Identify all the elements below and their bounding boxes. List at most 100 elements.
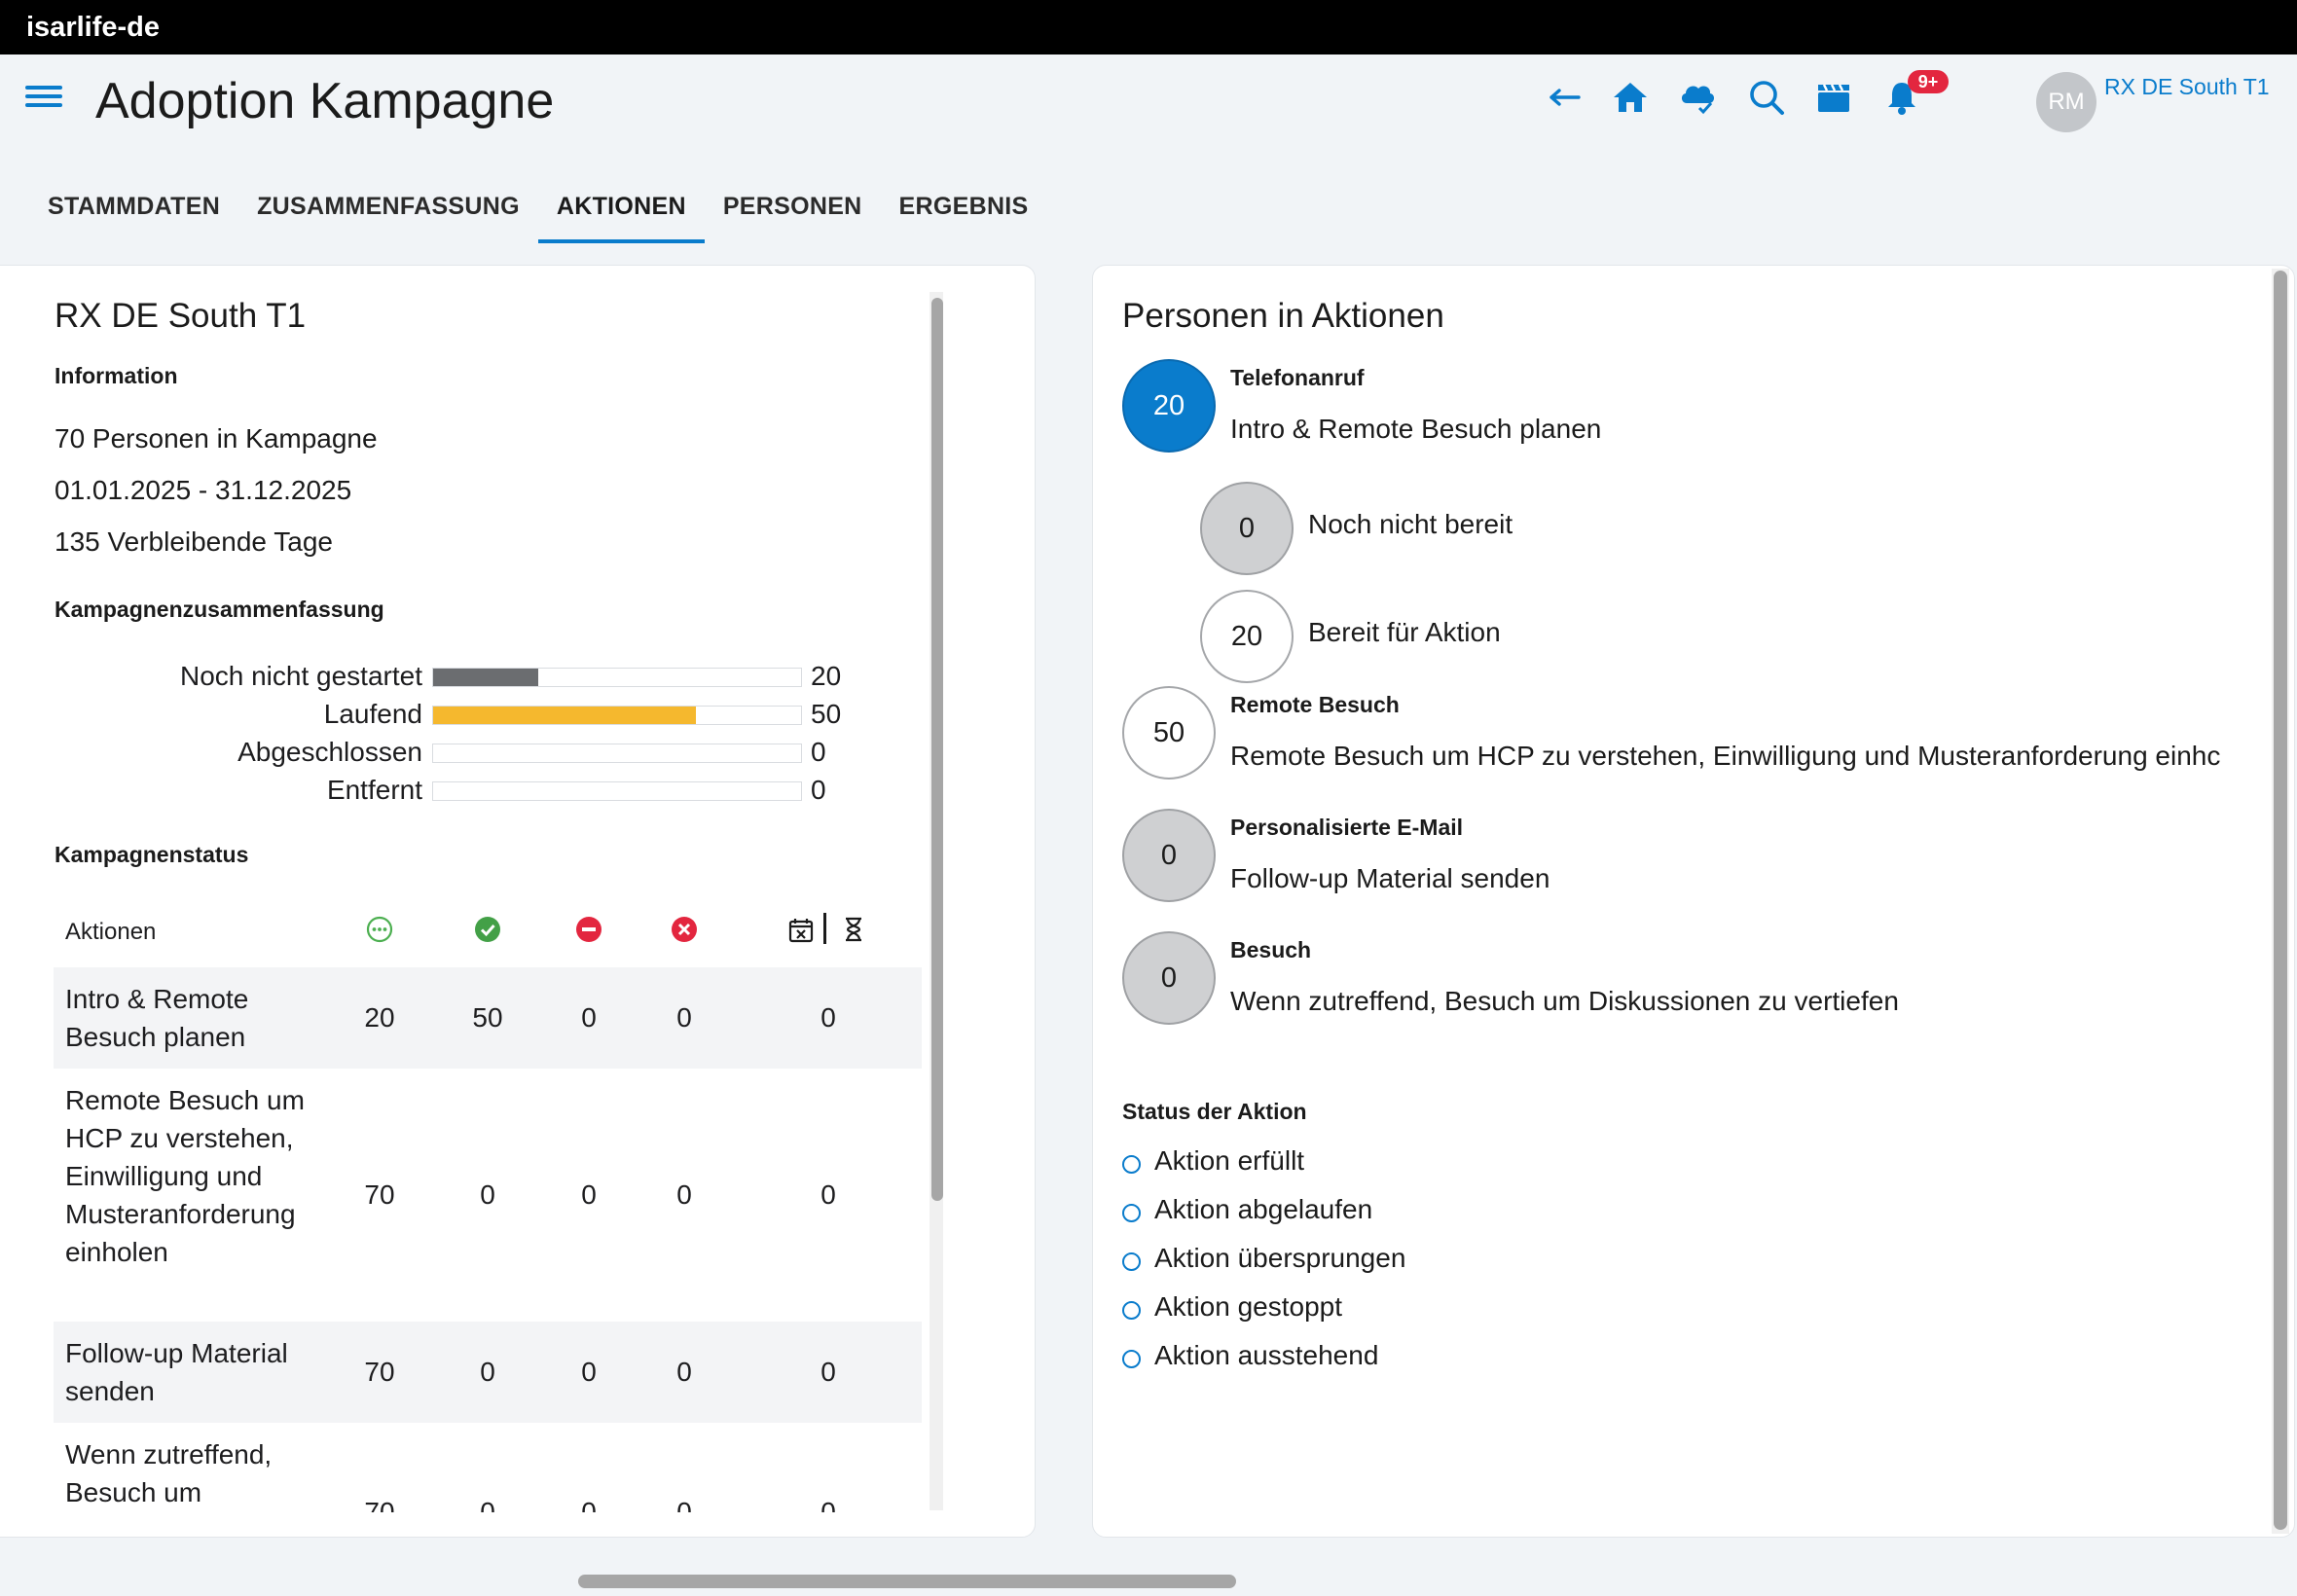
table-cell: 0 bbox=[820, 1357, 836, 1387]
tab-bar: STAMMDATEN ZUSAMMENFASSUNG AKTIONEN PERS… bbox=[29, 181, 1047, 243]
summary-bar-fill bbox=[433, 669, 538, 686]
summary-label: Noch nicht gestartet bbox=[179, 661, 422, 691]
info-date-range: 01.01.2025 - 31.12.2025 bbox=[55, 475, 352, 505]
table-cell-action: Intro & Remote Besuch planen bbox=[65, 984, 249, 1052]
clapperboard-icon[interactable] bbox=[1812, 76, 1855, 119]
summary-label: Abgeschlossen bbox=[237, 737, 422, 767]
table-cell: 0 bbox=[676, 1002, 692, 1033]
summary-value: 0 bbox=[811, 737, 826, 767]
table-cell: 0 bbox=[676, 1357, 692, 1387]
table-cell: 20 bbox=[364, 1002, 395, 1033]
avatar[interactable]: RM bbox=[2036, 72, 2096, 132]
table-cell: 0 bbox=[581, 1497, 597, 1512]
summary-bar bbox=[432, 744, 802, 763]
table-cell: 0 bbox=[581, 1002, 597, 1033]
summary-row-running: Laufend 50 bbox=[0, 695, 857, 733]
status-dot-icon bbox=[1122, 1252, 1141, 1271]
action-type: Telefonanruf bbox=[1230, 365, 1365, 390]
status-legend-item: Aktion übersprungen bbox=[1154, 1243, 1406, 1273]
status-dot-icon bbox=[1122, 1301, 1141, 1320]
persons-in-actions-card: Personen in Aktionen 20 Telefonanruf Int… bbox=[1092, 265, 2295, 1538]
page-title: Adoption Kampagne bbox=[95, 73, 555, 129]
table-cell: 0 bbox=[676, 1497, 692, 1512]
action-count-circle[interactable]: 0 bbox=[1122, 809, 1216, 902]
column-header-actions: Aktionen bbox=[65, 919, 157, 945]
table-cell: 0 bbox=[581, 1357, 597, 1387]
campaign-status-table: Aktionen Intro & Remote Besuch planen 20… bbox=[54, 899, 922, 1512]
summary-row-completed: Abgeschlossen 0 bbox=[0, 733, 857, 771]
cloud-check-icon[interactable] bbox=[1676, 76, 1719, 119]
tab-aktionen[interactable]: AKTIONEN bbox=[537, 181, 705, 243]
action-type: Besuch bbox=[1230, 937, 1312, 962]
action-description: Remote Besuch um HCP zu verstehen, Einwi… bbox=[1230, 741, 2221, 771]
action-description: Follow-up Material senden bbox=[1230, 863, 1550, 893]
status-legend-item: Aktion abgelaufen bbox=[1154, 1194, 1373, 1224]
status-dot-icon bbox=[1122, 1204, 1141, 1222]
table-cell-action: Follow-up Material senden bbox=[65, 1338, 288, 1406]
table-row[interactable]: Intro & Remote Besuch planen 20 50 0 0 0 bbox=[54, 967, 922, 1069]
tab-ergebnis[interactable]: ERGEBNIS bbox=[898, 193, 1029, 220]
os-title-bar: isarlife-de bbox=[0, 0, 2297, 54]
hourglass-icon bbox=[839, 915, 868, 944]
horizontal-scrollbar-thumb[interactable] bbox=[578, 1575, 1236, 1588]
table-cell: 0 bbox=[480, 1357, 495, 1387]
summary-label: Entfernt bbox=[326, 775, 422, 805]
tab-stammdaten[interactable]: STAMMDATEN bbox=[48, 193, 221, 220]
summary-bar-fill bbox=[433, 707, 696, 724]
table-cell: 0 bbox=[581, 1179, 597, 1210]
bell-icon[interactable] bbox=[1880, 76, 1923, 119]
calendar-x-icon bbox=[786, 915, 816, 944]
summary-value: 50 bbox=[811, 699, 842, 729]
status-legend-item: Aktion gestoppt bbox=[1154, 1291, 1343, 1322]
table-row[interactable]: Follow-up Material senden 70 0 0 0 0 bbox=[54, 1322, 922, 1423]
card-title: RX DE South T1 bbox=[55, 297, 307, 335]
status-heading: Kampagnenstatus bbox=[55, 842, 249, 867]
table-header: Aktionen bbox=[54, 899, 922, 967]
action-count-circle[interactable]: 50 bbox=[1122, 686, 1216, 780]
table-cell: 0 bbox=[480, 1497, 495, 1512]
x-circle-icon bbox=[670, 915, 699, 944]
action-count-circle[interactable]: 0 bbox=[1122, 931, 1216, 1025]
status-dot-icon bbox=[1122, 1155, 1141, 1174]
notification-badge: 9+ bbox=[1908, 70, 1949, 93]
tab-personen[interactable]: PERSONEN bbox=[722, 193, 862, 220]
sub-status-count-circle[interactable]: 0 bbox=[1200, 482, 1294, 575]
check-circle-icon bbox=[473, 915, 502, 944]
back-arrow-icon[interactable] bbox=[1544, 76, 1586, 119]
sub-status-label: Noch nicht bereit bbox=[1308, 509, 1513, 539]
info-persons: 70 Personen in Kampagne bbox=[55, 423, 378, 453]
minus-circle-icon bbox=[574, 915, 603, 944]
table-cell: 0 bbox=[820, 1497, 836, 1512]
status-dot-icon bbox=[1122, 1350, 1141, 1368]
right-scrollbar-thumb[interactable] bbox=[2274, 271, 2287, 1530]
table-cell: 0 bbox=[820, 1002, 836, 1033]
info-remaining-days: 135 Verbleibende Tage bbox=[55, 526, 333, 557]
summary-value: 0 bbox=[811, 775, 826, 805]
user-name-link[interactable]: RX DE South T1 bbox=[2104, 74, 2270, 99]
search-icon[interactable] bbox=[1745, 76, 1788, 119]
table-row[interactable]: Remote Besuch um HCP zu verstehen, Einwi… bbox=[54, 1069, 922, 1322]
action-type: Remote Besuch bbox=[1230, 692, 1400, 717]
summary-bar bbox=[432, 706, 802, 725]
table-cell-action: Remote Besuch um HCP zu verstehen, Einwi… bbox=[65, 1085, 305, 1267]
left-scrollbar-thumb[interactable] bbox=[931, 298, 943, 1201]
information-heading: Information bbox=[55, 363, 178, 388]
table-row[interactable]: Wenn zutreffend, Besuch um 70 0 0 0 0 bbox=[54, 1423, 922, 1512]
summary-label: Laufend bbox=[323, 699, 422, 729]
summary-bar bbox=[432, 781, 802, 801]
table-cell: 70 bbox=[364, 1357, 395, 1387]
table-cell: 0 bbox=[676, 1179, 692, 1210]
tab-zusammenfassung[interactable]: ZUSAMMENFASSUNG bbox=[257, 193, 520, 220]
action-count-circle[interactable]: 20 bbox=[1122, 359, 1216, 453]
home-icon[interactable] bbox=[1609, 76, 1652, 119]
summary-row-not-started: Noch nicht gestartet 20 bbox=[0, 657, 857, 695]
table-cell: 70 bbox=[364, 1179, 395, 1210]
summary-heading: Kampagnenzusammenfassung bbox=[55, 597, 384, 622]
sub-status-count-circle[interactable]: 20 bbox=[1200, 590, 1294, 683]
menu-icon[interactable] bbox=[25, 83, 62, 110]
action-description: Wenn zutreffend, Besuch um Diskussionen … bbox=[1230, 986, 1899, 1016]
pending-dots-icon bbox=[365, 915, 394, 944]
sub-status-label: Bereit für Aktion bbox=[1308, 617, 1501, 647]
card-title: Personen in Aktionen bbox=[1122, 297, 1444, 335]
table-cell: 50 bbox=[472, 1002, 503, 1033]
